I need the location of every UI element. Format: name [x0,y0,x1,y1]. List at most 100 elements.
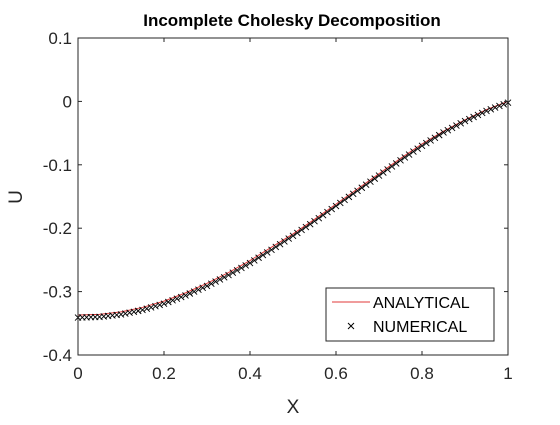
numerical-marker [199,284,207,292]
numerical-marker [465,115,473,123]
numerical-marker [379,169,387,176]
numerical-marker [345,193,353,201]
numerical-marker [410,148,417,155]
y-tick-label: -0.2 [43,219,72,238]
numerical-marker [371,175,379,182]
numerical-marker [173,295,181,303]
numerical-marker [160,300,168,307]
numerical-marker [250,257,258,264]
legend-label-analytical: ANALYTICAL [373,295,470,312]
chart-title: Incomplete Cholesky Decomposition [143,11,441,30]
numerical-marker [427,137,434,144]
numerical-marker [418,142,426,150]
numerical-marker [246,259,254,267]
numerical-marker [152,302,159,310]
numerical-marker [272,243,280,251]
series-layer [74,99,512,321]
numerical-marker [431,134,439,142]
numerical-marker [315,214,323,222]
numerical-marker [435,131,443,139]
legend-label-numerical: NUMERICAL [373,319,467,336]
numerical-marker [186,290,194,297]
numerical-marker [478,109,486,117]
y-tick-label: 0.1 [48,29,72,48]
numerical-marker [212,278,219,285]
numerical-marker [375,172,383,179]
numerical-marker [500,100,508,108]
numerical-marker [229,269,237,277]
x-tick-label: 0.8 [410,364,434,383]
numerical-marker [328,205,336,213]
axes-box [77,37,509,356]
numerical-marker [281,238,288,245]
numerical-marker [448,124,456,132]
numerical-marker [233,266,241,274]
numerical-marker [156,301,164,309]
x-axis-label: X [287,397,300,418]
x-tick-label: 1 [503,364,512,383]
numerical-marker [496,102,503,110]
x-tick-label: 0.6 [324,364,348,383]
numerical-marker [195,286,202,294]
y-axis-label: U [6,190,27,204]
x-tick-label: 0.4 [238,364,262,383]
y-tick-label: -0.4 [43,346,72,365]
numerical-marker [388,163,396,170]
numerical-marker [289,232,297,240]
numerical-marker [255,254,262,262]
numerical-marker [311,217,318,225]
numerical-marker [414,145,422,153]
numerical-marker [147,304,155,311]
numerical-marker [164,298,172,306]
numerical-marker [319,211,327,219]
numerical-marker [341,196,348,204]
numerical-marker [263,249,271,256]
numerical-marker [487,105,495,113]
numerical-marker [268,246,275,254]
numerical-marker [143,305,151,313]
legend: ANALYTICAL NUMERICAL [325,287,495,342]
numerical-marker [358,184,366,192]
numerical-marker [276,240,284,248]
numerical-marker [190,288,198,295]
numerical-marker [349,190,357,198]
numerical-marker [238,264,245,272]
x-tick-label: 0.2 [152,364,176,383]
numerical-marker [367,178,374,185]
numerical-marker [216,276,224,283]
numerical-marker [453,122,460,129]
numerical-marker [182,292,189,299]
x-tick-label: 0 [73,364,82,383]
numerical-marker [139,306,146,314]
numerical-marker [362,181,370,189]
numerical-marker [457,120,465,127]
numerical-marker [401,154,409,161]
legend-box [325,287,495,342]
numerical-marker [332,202,340,210]
numerical-marker [470,113,477,121]
numerical-marker [285,235,293,242]
numerical-marker [397,157,404,164]
numerical-marker [336,199,344,207]
numerical-marker [384,166,391,173]
numerical-marker [483,107,490,115]
numerical-marker [242,262,250,269]
numerical-marker [422,139,430,147]
numerical-marker [169,297,176,304]
numerical-marker [302,223,310,231]
numerical-marker [220,273,228,281]
numerical-marker [491,104,499,111]
numerical-marker [354,187,361,195]
y-tick-label: -0.3 [43,283,72,302]
numerical-marker [207,280,215,288]
numerical-marker [293,229,301,237]
numerical-marker [444,126,452,134]
numerical-marker [392,160,400,167]
y-tick-label: 0 [63,92,72,111]
numerical-marker [259,251,267,259]
legend-marker-swatch [347,322,355,330]
numerical-marker [298,226,305,234]
y-tick-label: -0.1 [43,156,72,175]
